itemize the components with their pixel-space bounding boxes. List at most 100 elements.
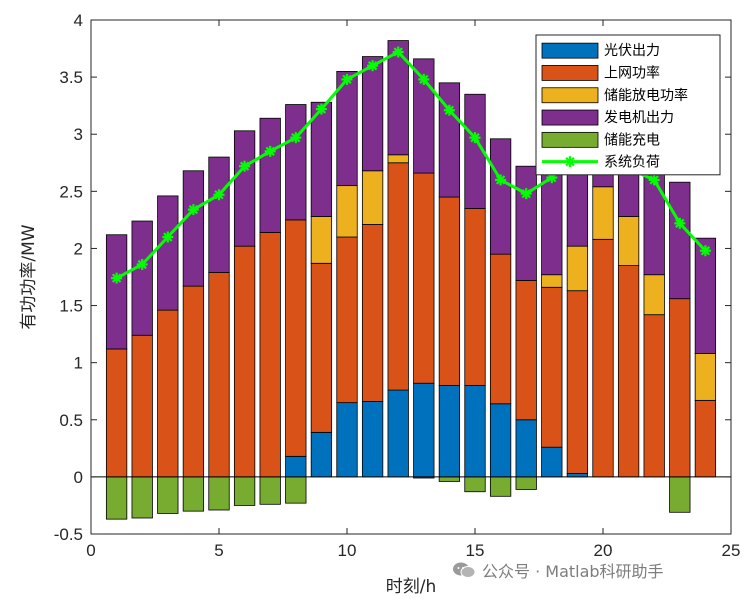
legend-label: 上网功率	[604, 64, 660, 81]
x-tick-label: 0	[86, 541, 95, 560]
load-point	[674, 217, 686, 229]
y-tick-label: 0.5	[59, 411, 83, 430]
legend-swatch	[541, 131, 599, 148]
load-point	[264, 145, 276, 157]
bar-segment	[592, 186, 614, 240]
bar-segment	[310, 101, 333, 217]
bar-segment	[515, 476, 537, 490]
bar-segment	[259, 117, 281, 233]
watermark: 公众号 · Matlab科研助手	[452, 558, 664, 582]
bar-segment	[617, 216, 640, 266]
bar-segment	[336, 71, 358, 187]
bar-segment	[310, 431, 333, 478]
bar-segment	[361, 401, 384, 478]
watermark-text: 公众号 · Matlab科研助手	[482, 562, 664, 581]
bar-segment	[208, 156, 230, 273]
bar-segment	[157, 309, 179, 478]
bar-segment	[182, 285, 205, 478]
bar-segment	[387, 40, 409, 156]
bar-segment	[694, 353, 717, 401]
bar-segment	[515, 280, 537, 421]
bar-segment	[387, 162, 409, 391]
bar-segment	[233, 130, 256, 247]
bar-segment	[233, 245, 256, 478]
bar-segment	[105, 348, 128, 478]
y-tick-label: 3.5	[59, 68, 83, 87]
bar-segment	[361, 224, 384, 402]
load-point	[239, 160, 251, 172]
bar-segment	[694, 399, 717, 478]
load-point	[315, 103, 327, 115]
legend-swatch	[541, 42, 599, 59]
bar-segment	[413, 382, 435, 478]
bar-segment	[233, 476, 256, 506]
x-tick-label: 25	[722, 541, 741, 560]
ticks-layer: 0 5 10 15 20 25-0.500.511.522.533.54	[54, 11, 741, 560]
legend-marker	[564, 156, 576, 168]
bar-segment	[131, 476, 153, 519]
x-tick-label: 15	[466, 541, 485, 560]
y-tick-label: 4	[74, 11, 83, 30]
plot-frame	[90, 19, 732, 535]
load-point	[418, 73, 430, 85]
bar-segment	[438, 82, 461, 198]
load-point	[213, 189, 225, 201]
load-point	[392, 46, 404, 58]
load-point	[162, 231, 174, 243]
load-point	[443, 104, 455, 116]
legend-swatch	[541, 87, 599, 104]
y-tick-label: 2.5	[59, 182, 83, 201]
bar-segment	[285, 455, 307, 478]
load-point	[341, 73, 353, 85]
load-point	[187, 204, 199, 216]
bar-segment	[105, 476, 128, 520]
bar-segment	[336, 402, 358, 478]
bar-segment	[669, 298, 691, 478]
x-tick-label: 20	[594, 541, 613, 560]
bar-segment	[182, 476, 205, 512]
bar-segment	[515, 419, 537, 478]
bar-segment	[669, 476, 691, 513]
bar-segment	[464, 476, 486, 493]
legend-label: 光伏出力	[604, 43, 660, 59]
bar-segment	[566, 245, 589, 292]
bar-segment	[669, 181, 691, 300]
bar-segment	[387, 154, 409, 164]
bar-segment	[464, 208, 486, 386]
load-point	[469, 132, 481, 144]
bar-segment	[541, 446, 563, 478]
legend-swatch	[541, 109, 599, 126]
bar-segment	[438, 476, 461, 482]
bar-segment	[157, 195, 179, 311]
bar-segment	[285, 476, 307, 504]
bar-segment	[259, 232, 281, 478]
load-point	[495, 174, 507, 186]
y-axis-label: 有功功率/MW	[19, 224, 39, 329]
bar-segment	[489, 253, 512, 405]
bar-segment	[361, 170, 384, 225]
bar-segment	[208, 272, 230, 478]
bar-segment	[336, 236, 358, 404]
y-tick-label: 2	[74, 239, 83, 258]
bar-segment	[131, 220, 153, 336]
bar-segment	[643, 274, 665, 316]
bar-segment	[387, 389, 409, 478]
load-point	[111, 272, 123, 284]
legend-label: 储能放电功率	[604, 87, 688, 104]
bar-segment	[413, 172, 435, 384]
bar-segment	[617, 265, 640, 478]
bar-segment	[438, 196, 461, 386]
y-tick-label: 1.5	[59, 297, 83, 316]
y-tick-label: 1	[74, 354, 83, 373]
bar-segment	[464, 385, 486, 478]
legend-label: 发电机出力	[604, 110, 674, 126]
x-axis-label: 时刻/h	[386, 577, 437, 597]
legend-swatch	[541, 65, 599, 81]
bar-segment	[489, 476, 512, 497]
bar-segment	[489, 138, 512, 255]
y-tick-label: 0	[74, 468, 83, 487]
bar-segment	[566, 290, 589, 474]
bar-segment	[361, 56, 384, 172]
